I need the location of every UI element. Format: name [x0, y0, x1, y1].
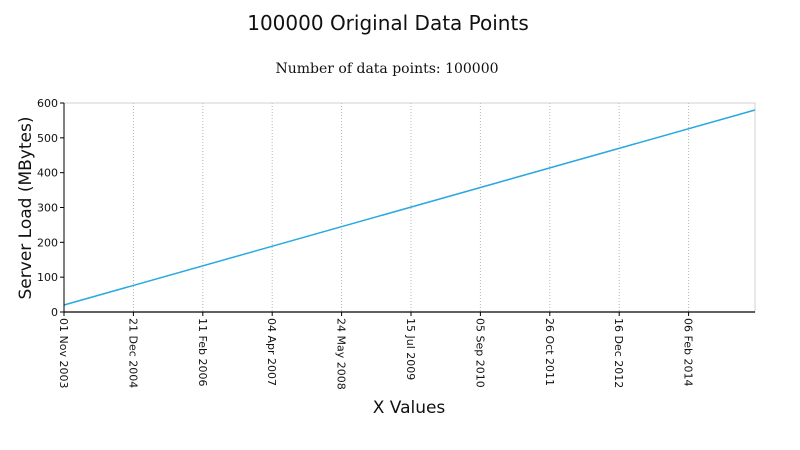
x-axis-ticks: 01 Nov 2003 21 Dec 2004 11 Feb 2006 04 Apr … — [57, 312, 695, 390]
x-tick-label: 04 Apr 2007 — [265, 318, 278, 386]
y-tick-label: 400 — [37, 167, 58, 180]
y-tick-label: 300 — [37, 202, 58, 215]
x-tick-label: 06 Feb 2014 — [682, 318, 695, 386]
x-tick-label: 24 May 2008 — [335, 318, 348, 390]
gridlines — [132, 103, 756, 312]
y-axis-title: Server Load (MBytes) — [16, 117, 36, 300]
y-tick-label: 100 — [37, 271, 58, 284]
x-tick-label: 16 Dec 2012 — [612, 318, 625, 388]
x-tick-label: 01 Nov 2003 — [57, 318, 70, 388]
y-tick-label: 200 — [37, 236, 58, 249]
x-tick-label: 15 Jul 2009 — [404, 318, 417, 380]
x-tick-label: 21 Dec 2004 — [126, 318, 139, 388]
x-tick-label: 11 Feb 2006 — [196, 318, 209, 386]
series-line-server-load — [63, 109, 756, 306]
chart-title: 100000 Original Data Points — [247, 11, 529, 35]
series-layer — [63, 109, 756, 306]
x-tick-label: 26 Oct 2011 — [543, 318, 556, 386]
chart-subtitle: Number of data points: 100000 — [275, 61, 498, 77]
y-tick-label: 500 — [37, 132, 58, 145]
y-tick-label: 0 — [51, 306, 58, 319]
y-axis-ticks: 0 100 200 300 400 500 600 — [37, 97, 64, 319]
y-tick-label: 600 — [37, 97, 58, 110]
x-tick-label: 05 Sep 2010 — [473, 318, 486, 388]
x-axis-title: X Values — [373, 398, 446, 418]
